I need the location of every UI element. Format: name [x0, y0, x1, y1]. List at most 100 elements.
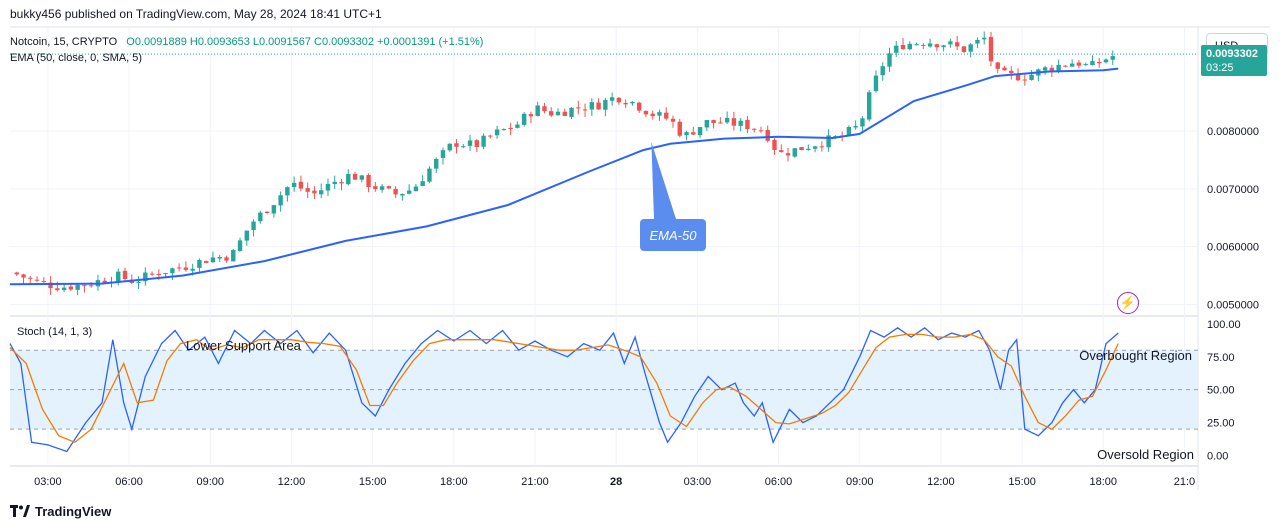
candle-down[interactable]	[616, 97, 622, 103]
candle-up[interactable]	[569, 107, 574, 117]
candle-up[interactable]	[244, 230, 249, 241]
candle-down[interactable]	[508, 128, 513, 130]
candle-down[interactable]	[988, 36, 994, 62]
candle-up[interactable]	[400, 193, 405, 196]
candle-up[interactable]	[603, 99, 608, 110]
candle-down[interactable]	[298, 181, 304, 189]
candle-down[interactable]	[623, 102, 628, 105]
candle-up[interactable]	[190, 268, 195, 271]
candle-down[interactable]	[636, 102, 642, 111]
candle-up[interactable]	[75, 284, 80, 290]
candle-up[interactable]	[258, 212, 263, 222]
candle-down[interactable]	[122, 270, 128, 280]
candle-down[interactable]	[785, 153, 791, 156]
candle-down[interactable]	[954, 42, 960, 47]
price-pane[interactable]	[9, 31, 1198, 296]
candle-up[interactable]	[657, 112, 662, 116]
candle-up[interactable]	[684, 132, 689, 136]
candle-up[interactable]	[467, 140, 473, 146]
candle-down[interactable]	[393, 188, 398, 195]
candle-down[interactable]	[68, 286, 74, 290]
candle-down[interactable]	[751, 128, 757, 130]
ema-50-line[interactable]	[9, 67, 1119, 286]
candle-down[interactable]	[691, 132, 696, 135]
candle-down[interactable]	[528, 114, 534, 117]
candle-up[interactable]	[630, 101, 635, 104]
candle-up[interactable]	[738, 120, 743, 126]
candle-up[interactable]	[420, 181, 425, 186]
candle-down[interactable]	[339, 182, 344, 184]
candle-down[interactable]	[183, 267, 189, 270]
candle-up[interactable]	[278, 195, 283, 206]
candle-down[interactable]	[14, 272, 19, 275]
candle-up[interactable]	[1110, 56, 1115, 60]
candle-up[interactable]	[806, 148, 811, 150]
candle-down[interactable]	[21, 274, 26, 278]
candle-down[interactable]	[650, 113, 655, 117]
candle-up[interactable]	[291, 182, 297, 188]
candle-up[interactable]	[406, 190, 412, 194]
candle-down[interactable]	[1009, 70, 1014, 74]
candle-up[interactable]	[1083, 64, 1088, 66]
candle-down[interactable]	[1049, 67, 1055, 71]
candle-down[interactable]	[995, 62, 1000, 69]
candle-down[interactable]	[352, 173, 358, 180]
candle-up[interactable]	[197, 260, 202, 268]
candle-up[interactable]	[440, 150, 446, 158]
candle-down[interactable]	[1002, 67, 1007, 71]
candle-down[interactable]	[149, 273, 155, 275]
candle-up[interactable]	[968, 44, 973, 52]
candle-up[interactable]	[237, 240, 243, 251]
candle-up[interactable]	[812, 146, 818, 149]
candle-up[interactable]	[555, 111, 561, 116]
candle-up[interactable]	[332, 181, 337, 185]
symbol-legend[interactable]: Notcoin, 15, CRYPTO O0.0091889 H0.009365…	[10, 36, 483, 48]
candle-down[interactable]	[366, 175, 371, 188]
candle-up[interactable]	[867, 92, 872, 120]
candle-down[interactable]	[305, 188, 310, 192]
candle-up[interactable]	[873, 75, 879, 92]
candle-up[interactable]	[136, 282, 141, 284]
candle-up[interactable]	[143, 272, 148, 282]
candle-up[interactable]	[1056, 64, 1061, 71]
candle-down[interactable]	[203, 261, 209, 263]
candle-up[interactable]	[285, 187, 290, 196]
stoch-pane[interactable]	[9, 326, 1119, 453]
candle-up[interactable]	[609, 97, 615, 101]
candle-down[interactable]	[1097, 61, 1102, 64]
candle-up[interactable]	[210, 257, 216, 263]
candle-up[interactable]	[217, 256, 222, 259]
candle-down[interactable]	[264, 211, 270, 214]
candle-down[interactable]	[576, 107, 581, 109]
candle-down[interactable]	[1015, 73, 1021, 81]
candle-down[interactable]	[34, 279, 40, 281]
candle-up[interactable]	[894, 45, 899, 53]
candle-up[interactable]	[975, 39, 980, 44]
candle-down[interactable]	[677, 121, 682, 136]
candle-down[interactable]	[373, 186, 378, 190]
candle-up[interactable]	[359, 175, 364, 180]
candle-up[interactable]	[251, 221, 256, 231]
candle-up[interactable]	[515, 124, 520, 128]
candle-down[interactable]	[488, 135, 493, 137]
candle-up[interactable]	[535, 105, 540, 117]
candle-down[interactable]	[934, 44, 940, 48]
candle-down[interactable]	[921, 44, 926, 46]
candle-up[interactable]	[271, 205, 277, 214]
ema-legend[interactable]: EMA (50, close, 0, SMA, 5)	[10, 52, 143, 64]
candle-down[interactable]	[1022, 79, 1028, 81]
candle-down[interactable]	[312, 190, 317, 194]
candle-up[interactable]	[853, 125, 858, 128]
candle-down[interactable]	[224, 257, 229, 261]
candle-down[interactable]	[799, 147, 804, 151]
candle-up[interactable]	[461, 146, 466, 148]
candle-down[interactable]	[961, 46, 967, 53]
candle-down[interactable]	[386, 186, 392, 189]
candle-up[interactable]	[346, 173, 351, 185]
candle-up[interactable]	[1069, 63, 1075, 67]
candle-down[interactable]	[48, 282, 53, 289]
candle-down[interactable]	[643, 111, 649, 115]
stoch-d-line[interactable]	[9, 333, 1119, 444]
candle-up[interactable]	[325, 183, 331, 191]
candle-down[interactable]	[745, 120, 750, 130]
